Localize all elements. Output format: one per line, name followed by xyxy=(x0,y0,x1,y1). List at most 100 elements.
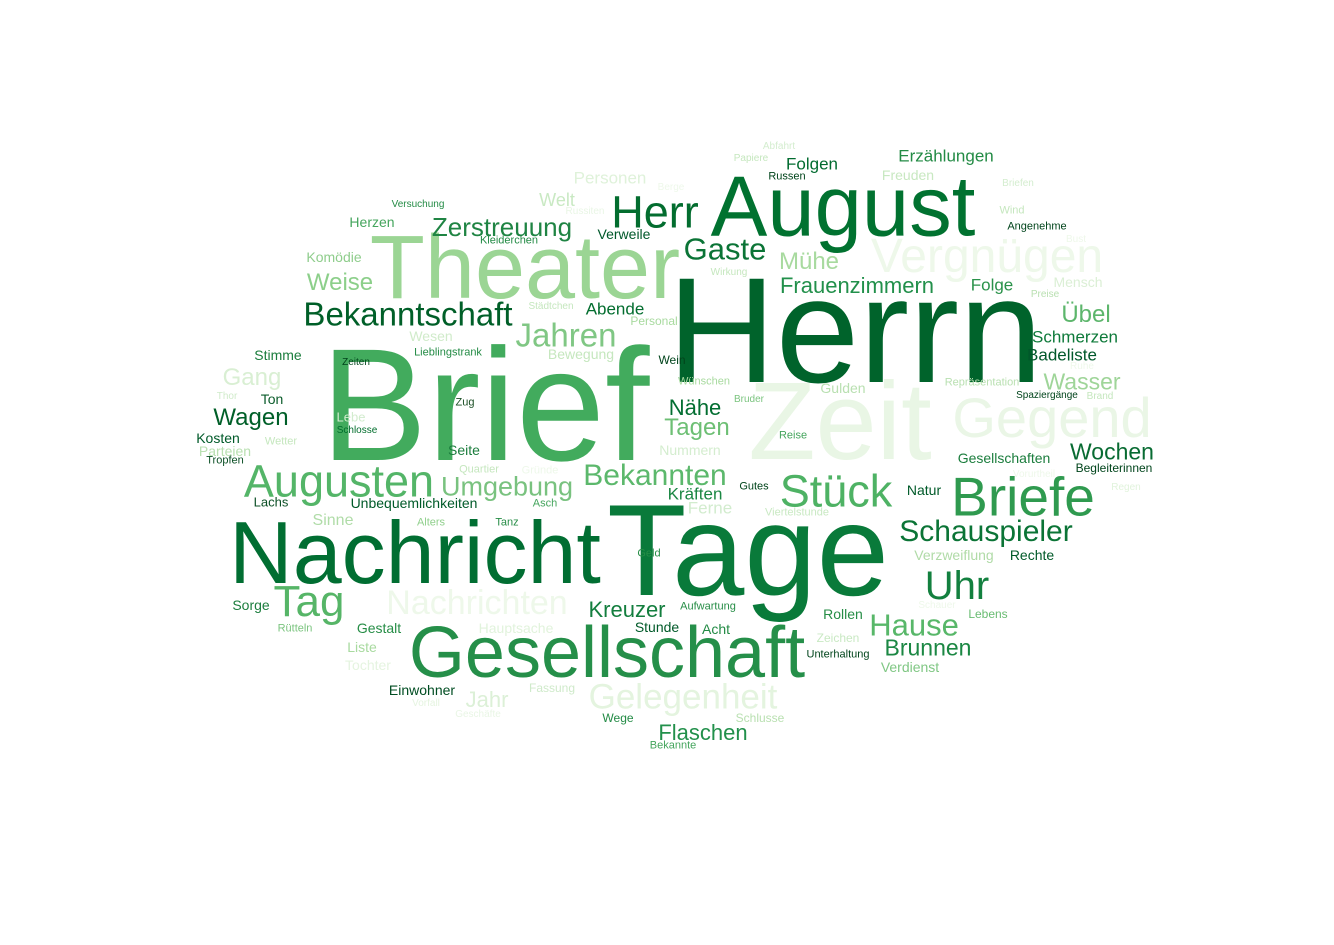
word-quartier: Quartier xyxy=(459,463,499,476)
word-vergnuegen: Vergnügen xyxy=(870,230,1104,283)
word-tagen: Tagen xyxy=(664,414,730,441)
word-geld: Geld xyxy=(637,547,661,560)
word-gegend: Gegend xyxy=(952,386,1152,449)
word-schlosse: Schlosse xyxy=(336,425,378,436)
word-abfahrt: Abfahrt xyxy=(762,141,796,152)
word-wein: Wein xyxy=(658,353,686,367)
word-natur: Natur xyxy=(906,482,942,498)
word-viertelstunde: Viertelstunde xyxy=(764,506,830,519)
word-welt: Welt xyxy=(539,190,575,210)
word-unterhaltung: Unterhaltung xyxy=(806,648,870,661)
word-frauenzimmern: Frauenzimmern xyxy=(779,273,935,298)
word-lieblingstrank: Lieblingstrank xyxy=(414,346,482,359)
word-stimme: Stimme xyxy=(254,347,302,363)
word-tanz: Tanz xyxy=(495,516,519,529)
word-repraesentation: Repräsentation xyxy=(944,376,1020,389)
word-bewegung: Bewegung xyxy=(547,346,615,362)
word-versuchung: Versuchung xyxy=(391,199,445,210)
word-komoedie: Komödie xyxy=(306,249,362,265)
word-gang: Gang xyxy=(222,364,282,391)
word-wuenschen: Wünschen xyxy=(678,375,730,388)
word-russen: Russen xyxy=(768,170,806,183)
word-schmerzen: Schmerzen xyxy=(1032,327,1118,347)
word-gutes: Gutes xyxy=(739,480,769,493)
word-einwohner: Einwohner xyxy=(388,682,456,698)
word-folgen: Folgen xyxy=(786,154,838,174)
word-tochter: Tochter xyxy=(345,657,391,673)
word-naehe: Nähe xyxy=(668,395,722,420)
word-erzaehlungen: Erzählungen xyxy=(898,146,994,166)
word-schauspieler: Schauspieler xyxy=(899,515,1073,548)
word-uhr: Uhr xyxy=(924,564,990,608)
word-brief: Brief xyxy=(320,315,650,494)
word-berge: Berge xyxy=(657,182,685,193)
word-jahr: Jahr xyxy=(465,687,509,712)
word-theater: Theater xyxy=(369,218,681,318)
word-bust: Bust xyxy=(1065,234,1087,245)
word-wirkung: Wirkung xyxy=(710,267,748,278)
word-ruhe: Ruhe xyxy=(1070,361,1094,372)
word-briefen: Briefen xyxy=(1002,178,1034,189)
word-sorge: Sorge xyxy=(232,597,270,613)
word-sinne: Sinne xyxy=(312,512,354,529)
word-tropfen: Tropfen xyxy=(206,454,244,467)
word-nachricht: Nachricht xyxy=(229,503,601,602)
word-verzweiflung: Verzweiflung xyxy=(914,547,994,563)
word-seite: Seite xyxy=(448,442,480,458)
word-preise: Preise xyxy=(1030,289,1060,300)
word-hauptsache: Hauptsache xyxy=(478,620,554,636)
word-freuden: Freuden xyxy=(881,167,935,183)
word-lebe: Lebe xyxy=(336,409,366,425)
word-wetter: Wetter xyxy=(264,435,298,448)
word-zerstreuung: Zerstreuung xyxy=(431,212,573,242)
word-wesen: Wesen xyxy=(409,328,453,344)
word-thor: Thor xyxy=(216,391,238,402)
word-herr: Herr xyxy=(611,186,699,238)
word-gaste: Gaste xyxy=(683,231,767,267)
word-fassung: Fassung xyxy=(528,681,576,695)
word-wagen: Wagen xyxy=(213,404,289,431)
word-reise: Reise xyxy=(778,429,808,442)
word-personen: Personen xyxy=(573,168,647,188)
word-briefe: Briefe xyxy=(951,465,1095,528)
word-brand: Brand xyxy=(1086,391,1114,402)
word-kreuzer: Kreuzer xyxy=(588,597,666,622)
word-unbequemlichkeiten: Unbequemlichkeiten xyxy=(350,495,478,511)
word-vorfall: Vorfall xyxy=(412,698,440,709)
word-wochen: Wochen xyxy=(1070,438,1154,465)
word-bekannte: Bekannte xyxy=(649,739,697,752)
word-schlusse: Schlusse xyxy=(735,711,785,725)
word-rechte: Rechte xyxy=(1009,547,1055,563)
word-zug: Zug xyxy=(455,396,475,409)
word-lebens: Lebens xyxy=(968,607,1008,621)
word-staedtchen: Städtchen xyxy=(528,301,574,312)
word-ton: Ton xyxy=(260,391,284,407)
word-parteien: Parteien xyxy=(198,443,252,459)
word-weise: Weise xyxy=(306,269,374,296)
word-begleiterinnen: Begleiterinnen xyxy=(1075,461,1153,475)
word-flaschen: Flaschen xyxy=(658,720,748,745)
word-badeliste: Badeliste xyxy=(1027,345,1097,365)
word-geschaefte: Geschäfte xyxy=(455,709,501,720)
word-liste: Liste xyxy=(347,639,377,655)
word-angenehme: Angenehme xyxy=(1007,220,1067,233)
word-nummern: Nummern xyxy=(659,442,721,458)
word-spaziergaenge: Spaziergänge xyxy=(1016,390,1078,401)
word-augusten: Augusten xyxy=(243,455,435,507)
word-herzen: Herzen xyxy=(349,214,395,230)
word-verweile: Verweile xyxy=(597,226,651,242)
word-acht: Acht xyxy=(701,621,731,637)
word-aufwartung: Aufwartung xyxy=(680,600,736,613)
word-wind: Wind xyxy=(999,204,1025,217)
word-schauer: Schauer xyxy=(918,600,956,611)
word-abende: Abende xyxy=(585,299,645,319)
word-gelegenheit: Gelegenheit xyxy=(588,677,778,717)
word-gesellschaften: Gesellschaften xyxy=(957,450,1051,466)
word-wege: Wege xyxy=(602,711,634,725)
word-august: August xyxy=(710,159,976,255)
word-stunde: Stunde xyxy=(634,619,680,635)
word-bekannten: Bekannten xyxy=(583,459,727,492)
word-jahren: Jahren xyxy=(515,316,617,354)
word-kraeften: Kräften xyxy=(667,484,723,504)
